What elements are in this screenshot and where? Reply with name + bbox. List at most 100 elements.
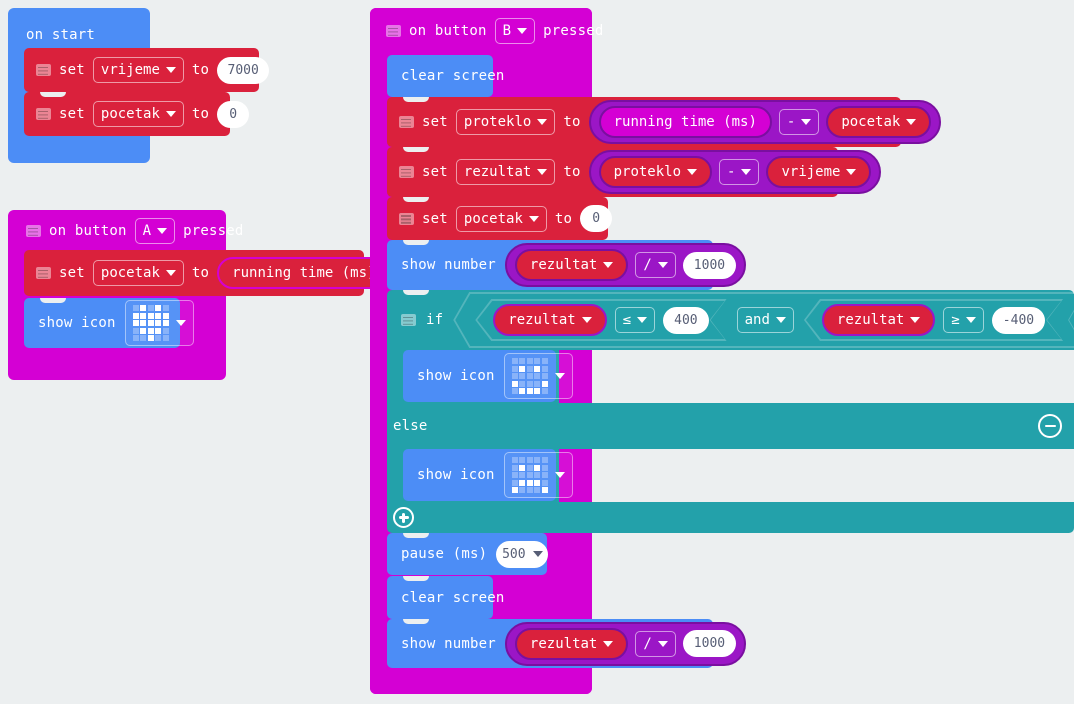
variable-dropdown-rezultat[interactable]: rezultat — [455, 159, 556, 185]
block-show-icon-happy[interactable]: show icon — [403, 350, 573, 402]
block-pause[interactable]: pause (ms) 500 — [387, 533, 549, 575]
chevron-down-icon — [657, 262, 668, 268]
chevron-down-icon — [517, 28, 528, 34]
block-set-vrijeme[interactable]: set vrijeme to 7000 — [24, 48, 270, 92]
operator-dropdown-divide[interactable]: / — [635, 630, 676, 657]
button-dropdown-b[interactable]: B — [494, 18, 536, 44]
math-division-2[interactable]: rezultat / 1000 — [504, 621, 747, 666]
math-subtraction-2[interactable]: proteklo - vrijeme — [588, 150, 882, 194]
block-clear-screen-1[interactable]: clear screen — [387, 55, 504, 97]
reporter-variable-rezultat[interactable]: rezultat — [514, 627, 629, 660]
happy-face-icon — [511, 358, 548, 394]
operator-dropdown-minus[interactable]: - — [778, 109, 820, 135]
comparison-right[interactable]: rezultat ≥ -400 — [804, 299, 1063, 341]
to-label: to — [191, 265, 210, 281]
block-show-icon-heart[interactable]: show icon — [24, 298, 194, 348]
chevron-down-icon — [165, 111, 176, 117]
led-matrix-field-heart[interactable] — [124, 300, 194, 346]
variable-dropdown-pocetak[interactable]: pocetak — [92, 260, 184, 286]
boolean-and-expression[interactable]: rezultat ≤ 400 and — [453, 292, 1074, 348]
variable-dropdown-vrijeme[interactable]: vrijeme — [92, 57, 184, 83]
reporter-running-time[interactable]: running time (ms) — [217, 257, 391, 289]
operator-dropdown-divide[interactable]: / — [635, 252, 676, 278]
variable-dropdown-proteklo[interactable]: proteklo — [455, 109, 556, 135]
variable-name: proteklo — [613, 164, 682, 180]
variable-dropdown-pocetak[interactable]: pocetak — [92, 101, 184, 127]
set-label: set — [59, 62, 85, 78]
number-input-400[interactable]: 400 — [663, 307, 708, 334]
math-division-1[interactable]: rezultat / 1000 — [504, 243, 747, 287]
block-show-number-2[interactable]: show number rezultat / 1000 — [387, 619, 747, 668]
comment-icon — [36, 267, 51, 279]
reporter-variable-pocetak[interactable]: pocetak — [826, 106, 932, 138]
variable-dropdown-pocetak[interactable]: pocetak — [455, 205, 547, 232]
comment-icon — [386, 25, 401, 37]
block-show-icon-sad[interactable]: show icon — [403, 449, 573, 501]
button-name: B — [502, 23, 512, 39]
operator-symbol: / — [643, 257, 652, 273]
number-input-minus400[interactable]: -400 — [992, 307, 1045, 334]
chevron-down-icon — [537, 119, 548, 125]
chevron-down-icon — [165, 67, 176, 73]
chevron-down-icon — [554, 472, 565, 478]
to-label: to — [191, 106, 210, 122]
reporter-variable-rezultat[interactable]: rezultat — [514, 249, 629, 281]
block-show-number-1[interactable]: show number rezultat / 1000 — [387, 240, 747, 290]
number-input-0[interactable]: 0 — [580, 205, 613, 232]
button-name: A — [142, 223, 152, 239]
comment-icon — [36, 64, 51, 76]
pressed-label: pressed — [543, 23, 604, 39]
number-input-0[interactable]: 0 — [217, 100, 250, 128]
operator-symbol: / — [643, 635, 652, 652]
comparison-left[interactable]: rezultat ≤ 400 — [475, 299, 726, 341]
number-input-7000[interactable]: 7000 — [217, 56, 270, 84]
operator-dropdown-lte[interactable]: ≤ — [615, 307, 655, 333]
reporter-variable-proteklo[interactable]: proteklo — [598, 156, 713, 188]
variable-name: rezultat — [836, 312, 905, 328]
math-subtraction-1[interactable]: running time (ms) - pocetak — [588, 100, 942, 144]
show-number-label: show number — [401, 635, 496, 652]
on-button-b-footer — [370, 668, 592, 694]
button-dropdown-a[interactable]: A — [134, 218, 176, 244]
chevron-down-icon — [846, 169, 857, 175]
pause-duration-dropdown[interactable]: 500 — [496, 540, 549, 568]
chevron-down-icon — [175, 320, 186, 326]
variable-name: pocetak — [100, 265, 160, 281]
block-clear-screen-2[interactable]: clear screen — [387, 576, 504, 619]
operator-dropdown-minus[interactable]: - — [719, 159, 760, 185]
set-label: set — [422, 164, 448, 180]
operator-symbol: ≥ — [951, 312, 960, 328]
if-footer-bar[interactable] — [387, 502, 1074, 533]
block-set-rezultat[interactable]: set rezultat to proteklo - vrijeme — [387, 147, 882, 197]
led-matrix-field-happy[interactable] — [503, 353, 573, 399]
chevron-down-icon — [603, 262, 614, 268]
on-button-label: on button — [409, 23, 487, 39]
else-bar[interactable]: else — [387, 403, 1074, 449]
number-input-1000[interactable]: 1000 — [682, 630, 737, 657]
block-set-pocetak-zero[interactable]: set pocetak to 0 — [24, 92, 250, 136]
reporter-running-time[interactable]: running time (ms) — [598, 106, 772, 138]
chevron-down-icon — [157, 228, 168, 234]
chevron-down-icon — [582, 317, 592, 323]
logic-operator-and[interactable]: and — [737, 307, 794, 333]
reporter-variable-rezultat[interactable]: rezultat — [493, 304, 606, 336]
plus-circle-icon[interactable] — [393, 507, 414, 528]
on-start-label: on start — [26, 27, 96, 43]
on-button-b-header[interactable]: on button B pressed — [370, 8, 603, 54]
number-input-1000[interactable]: 1000 — [682, 251, 737, 279]
variable-name: vrijeme — [100, 62, 160, 78]
reporter-variable-vrijeme[interactable]: vrijeme — [766, 156, 872, 188]
block-set-pocetak-runningtime[interactable]: set pocetak to running time (ms) — [24, 250, 391, 296]
to-label: to — [563, 164, 581, 180]
reporter-variable-rezultat[interactable]: rezultat — [822, 304, 935, 336]
sad-face-icon — [511, 457, 548, 493]
block-if-else[interactable]: if rezultat ≤ — [387, 290, 1074, 350]
operator-dropdown-gte[interactable]: ≥ — [943, 307, 983, 333]
chevron-down-icon — [528, 215, 539, 222]
block-set-pocetak-zero-2[interactable]: set pocetak to 0 — [387, 197, 613, 240]
minus-circle-icon[interactable] — [1038, 414, 1062, 438]
led-matrix-field-sad[interactable] — [503, 452, 573, 498]
block-set-proteklo[interactable]: set proteklo to running time (ms) - poce… — [387, 97, 942, 147]
variable-name: vrijeme — [781, 164, 841, 180]
